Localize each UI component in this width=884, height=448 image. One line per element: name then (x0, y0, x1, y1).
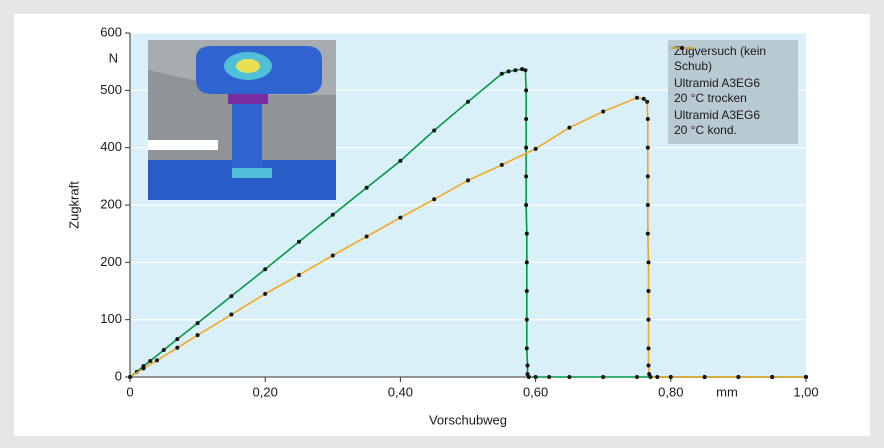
legend-entry: Ultramid A3EG6 20 °C kond. (674, 108, 792, 138)
data-point (646, 117, 650, 121)
data-point (148, 359, 152, 363)
data-point (297, 240, 301, 244)
data-point (466, 100, 470, 104)
x-tick-label: 0,40 (388, 384, 413, 399)
data-point (432, 197, 436, 201)
y-unit: N (109, 50, 118, 65)
data-point (567, 126, 571, 130)
data-point (525, 346, 529, 350)
inset-image (148, 40, 336, 200)
y-tick-label: 200 (100, 196, 122, 211)
legend-label: Ultramid A3EG6 20 °C kond. (674, 108, 762, 138)
data-point (142, 366, 146, 370)
data-point (524, 88, 528, 92)
data-point (365, 186, 369, 190)
data-point (525, 232, 529, 236)
data-point (646, 260, 650, 264)
data-point (175, 337, 179, 341)
legend: Zugversuch (kein Schub) Ultramid A3EG6 2… (668, 40, 798, 144)
data-point (500, 72, 504, 76)
data-point (646, 174, 650, 178)
data-point (635, 375, 639, 379)
data-point (500, 163, 504, 167)
data-point (432, 128, 436, 132)
data-point (398, 159, 402, 163)
legend-entry: Ultramid A3EG6 20 °C trocken (674, 76, 792, 106)
data-point (655, 375, 659, 379)
data-point (525, 318, 529, 322)
data-point (527, 375, 531, 379)
data-point (736, 375, 740, 379)
x-tick-label: 0,80 (658, 384, 683, 399)
data-point (646, 346, 650, 350)
data-point (513, 68, 517, 72)
data-point (229, 313, 233, 317)
page: N mm Vorschubweg Zugkraft 0 100 200 200 400 5… (0, 0, 884, 448)
legend-label: Ultramid A3EG6 20 °C trocken (674, 76, 762, 106)
data-point (524, 174, 528, 178)
data-point (229, 294, 233, 298)
data-point (365, 235, 369, 239)
data-point (646, 289, 650, 293)
data-point (646, 146, 650, 150)
x-tick-label: 0 (126, 384, 133, 399)
data-point (331, 213, 335, 217)
y-tick-label: 500 (100, 82, 122, 97)
data-point (525, 289, 529, 293)
x-tick-label: 1,00 (793, 384, 818, 399)
legend-symbol (668, 40, 696, 55)
x-tick-label: 0,60 (523, 384, 548, 399)
data-point (263, 292, 267, 296)
data-point (196, 333, 200, 337)
y-tick-label: 600 (100, 24, 122, 39)
data-point (162, 348, 166, 352)
data-point (601, 375, 605, 379)
legend-dot (680, 46, 684, 50)
data-point (534, 147, 538, 151)
data-point (398, 216, 402, 220)
data-point (646, 232, 650, 236)
y-tick-label: 200 (100, 254, 122, 269)
data-point (703, 375, 707, 379)
data-point (523, 68, 527, 72)
data-point (331, 253, 335, 257)
data-point (525, 364, 529, 368)
data-point (263, 267, 267, 271)
data-point (524, 203, 528, 207)
data-point (770, 375, 774, 379)
data-point (642, 97, 646, 101)
y-tick-label: 100 (100, 311, 122, 326)
data-point (646, 318, 650, 322)
data-point (525, 260, 529, 264)
data-point (547, 375, 551, 379)
data-point (524, 117, 528, 121)
data-point (175, 346, 179, 350)
data-point (601, 110, 605, 114)
y-tick-label: 400 (100, 139, 122, 154)
y-tick-label: 0 (115, 368, 122, 383)
data-point (196, 321, 200, 325)
data-point (524, 146, 528, 150)
data-point (635, 96, 639, 100)
x-axis-label: Vorschubweg (429, 412, 507, 427)
data-point (646, 203, 650, 207)
data-point (646, 364, 650, 368)
data-point (507, 69, 511, 73)
data-point (649, 375, 653, 379)
x-unit: mm (716, 384, 738, 399)
data-point (155, 358, 159, 362)
data-point (466, 178, 470, 182)
y-axis-label: Zugkraft (66, 181, 81, 229)
data-point (297, 273, 301, 277)
x-tick-label: 0,20 (253, 384, 278, 399)
data-point (645, 100, 649, 104)
data-point (567, 375, 571, 379)
